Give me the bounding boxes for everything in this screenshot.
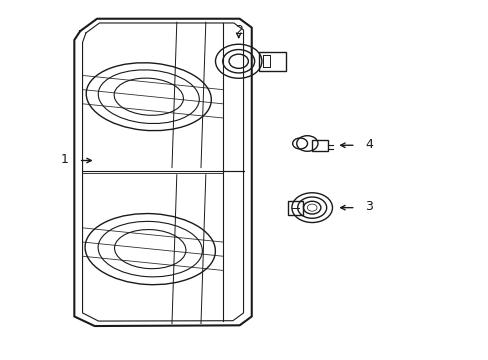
Ellipse shape bbox=[114, 230, 185, 269]
Ellipse shape bbox=[114, 78, 183, 115]
Text: 3: 3 bbox=[365, 200, 372, 213]
Text: 1: 1 bbox=[61, 153, 68, 166]
Circle shape bbox=[307, 204, 316, 211]
Bar bbox=[259, 51, 285, 71]
Text: 4: 4 bbox=[365, 138, 372, 151]
Bar bbox=[287, 201, 302, 215]
Text: 2: 2 bbox=[234, 24, 242, 37]
Bar bbox=[311, 140, 327, 150]
